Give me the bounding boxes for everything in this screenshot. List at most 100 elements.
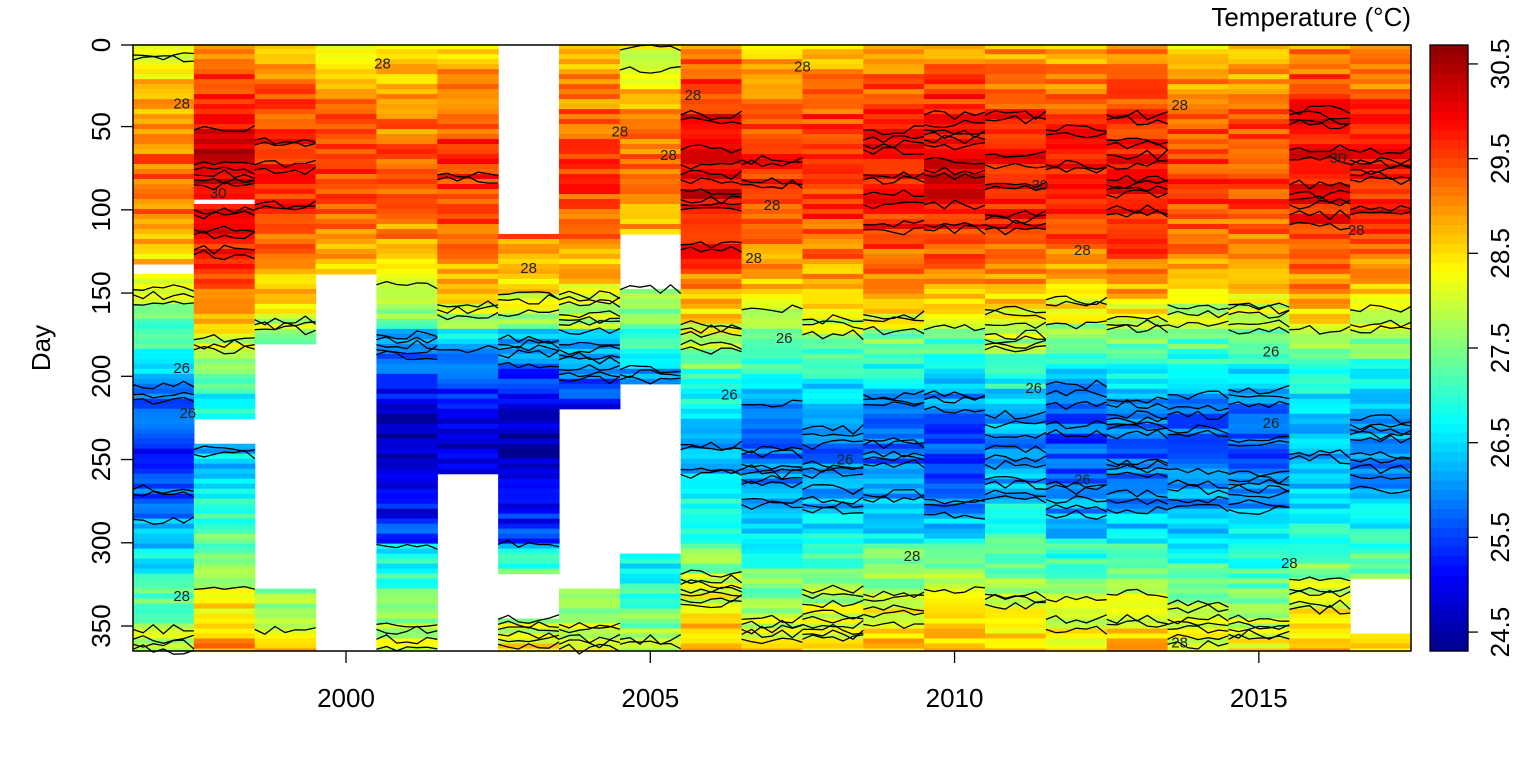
contour-line-26 (1106, 489, 1168, 499)
contour-line-28 (1289, 604, 1351, 615)
heatmap-cell (559, 378, 621, 385)
heatmap-cell (376, 558, 438, 565)
contour-label: 28 (1171, 97, 1188, 114)
heatmap-cell (985, 423, 1047, 430)
heatmap-cell (619, 293, 682, 300)
heatmap-cell (1350, 483, 1412, 490)
heatmap-cell (1350, 553, 1412, 560)
heatmap-cell (1045, 563, 1108, 570)
heatmap-cell (1045, 203, 1108, 210)
heatmap-cell (924, 543, 986, 550)
heatmap-cell (1106, 343, 1169, 350)
heatmap-cell (376, 633, 438, 640)
heatmap-cell (254, 159, 317, 165)
heatmap-cell (376, 203, 438, 210)
heatmap-cell (133, 164, 195, 170)
heatmap-cell (680, 273, 743, 280)
heatmap-cell (924, 433, 986, 440)
heatmap-cell (802, 169, 864, 175)
heatmap-cell (1228, 593, 1290, 600)
heatmap-cell (193, 358, 256, 365)
heatmap-cell (680, 543, 743, 550)
heatmap-cell (1228, 298, 1290, 305)
heatmap-cell (924, 418, 986, 425)
heatmap-cell (1228, 368, 1290, 375)
heatmap-cell (1045, 408, 1108, 415)
contour-line-30 (1106, 209, 1168, 218)
heatmap-cell (741, 548, 804, 555)
contour-line-28 (1045, 595, 1107, 603)
heatmap-cell (376, 199, 438, 205)
heatmap-cell (924, 79, 986, 85)
heatmap-cell (802, 243, 864, 250)
contour-line-28 (132, 623, 194, 635)
heatmap-cell (680, 144, 743, 150)
heatmap-cell (559, 633, 621, 640)
heatmap-cell (741, 199, 804, 205)
heatmap-cell (985, 218, 1047, 225)
heatmap-cell (376, 248, 438, 255)
heatmap-cell (376, 463, 438, 470)
heatmap-cell (1045, 623, 1108, 630)
heatmap-cell (924, 343, 986, 350)
heatmap-cell (1228, 179, 1290, 185)
heatmap-cell (1167, 64, 1230, 70)
contour-line-28 (193, 585, 255, 591)
contour-line-30 (193, 124, 256, 133)
contour-line-28 (1228, 614, 1290, 623)
heatmap-cell (559, 149, 621, 155)
heatmap-cell (1167, 458, 1230, 465)
heatmap-cell (619, 159, 682, 165)
heatmap-cell (559, 109, 621, 115)
contour-line-30 (984, 114, 1047, 125)
heatmap-cell (863, 613, 925, 620)
heatmap-cell (1350, 94, 1412, 100)
heatmap-cell (863, 298, 925, 305)
heatmap-cell (1045, 223, 1108, 230)
heatmap-cell (1045, 174, 1108, 180)
heatmap-cell (498, 348, 560, 355)
heatmap-cell (680, 223, 743, 230)
colorbar-swatch (1430, 253, 1468, 264)
heatmap-cell (193, 593, 256, 600)
heatmap-cell (680, 199, 743, 205)
contour-line-30 (1289, 117, 1351, 126)
heatmap-cell (376, 114, 438, 120)
y-tick-label: 300 (86, 521, 116, 564)
heatmap-cell (1106, 383, 1169, 390)
heatmap-cell (559, 328, 621, 335)
heatmap-cell (741, 578, 804, 585)
heatmap-cell (1045, 553, 1108, 560)
heatmap-cell (437, 458, 499, 465)
heatmap-cell (680, 623, 743, 630)
heatmap-cell (133, 109, 195, 115)
contour-line-26 (558, 355, 621, 365)
heatmap-cell (680, 109, 743, 115)
heatmap-cell (680, 473, 743, 480)
heatmap-cell (619, 79, 682, 85)
contour-line-30 (1106, 204, 1168, 216)
heatmap-cell (741, 124, 804, 130)
heatmap-cell (1167, 79, 1230, 85)
heatmap-cell (376, 378, 438, 385)
heatmap-cell (924, 233, 986, 240)
heatmap-cell (985, 44, 1047, 50)
heatmap-cell (498, 413, 560, 420)
heatmap-cell (680, 94, 743, 100)
heatmap-cell (1350, 643, 1412, 650)
heatmap-cell (315, 208, 378, 215)
contour-line-26 (376, 543, 438, 550)
heatmap-cell (680, 79, 743, 85)
heatmap-cell (1228, 273, 1290, 280)
heatmap-cell (680, 433, 743, 440)
heatmap-cell (133, 134, 195, 140)
heatmap-cell (863, 84, 925, 90)
heatmap-cell (376, 164, 438, 170)
heatmap-cell (254, 144, 317, 150)
heatmap-cell (437, 393, 499, 400)
contour-line-26 (132, 516, 195, 525)
heatmap-cell (1106, 253, 1169, 260)
heatmap-cell (741, 109, 804, 115)
heatmap-cell (619, 588, 682, 595)
heatmap-cell (802, 313, 864, 320)
